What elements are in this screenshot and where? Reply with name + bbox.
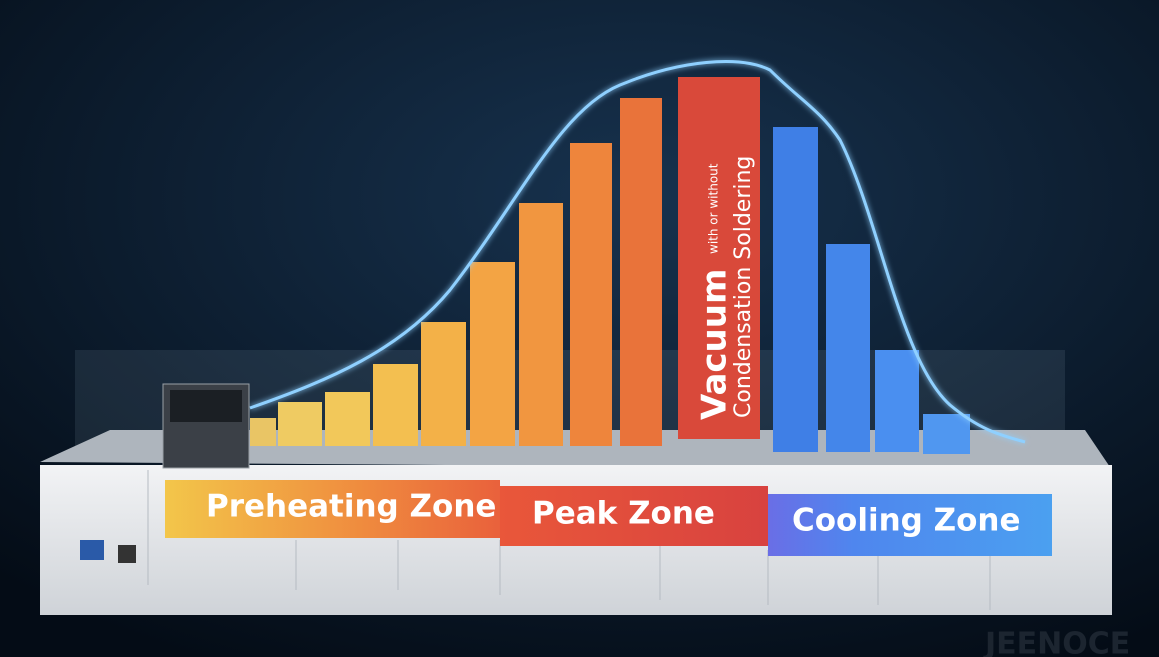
bar: [278, 402, 322, 446]
bar: [923, 414, 970, 454]
bar: [373, 364, 418, 446]
bar: [325, 392, 370, 446]
bar: [620, 98, 662, 446]
zone-label: Peak Zone: [532, 496, 715, 532]
peak-qualifier: with or without: [707, 163, 721, 254]
bar: [570, 143, 612, 446]
peak-label: Vacuum with or without Condensation Sold…: [695, 156, 757, 420]
bar: [826, 244, 870, 452]
watermark: JEENOCE: [983, 627, 1130, 657]
bar: [678, 77, 760, 439]
zone-banner: [768, 494, 1052, 556]
zone-banner: [165, 480, 500, 538]
zone-label: Cooling Zone: [792, 503, 1021, 539]
bar: [250, 418, 276, 446]
bar: [773, 127, 818, 452]
profile-curve: [249, 60, 1026, 444]
peak-subtitle: Condensation Soldering: [731, 156, 756, 418]
bar: [519, 203, 563, 446]
peak-title: Vacuum: [695, 269, 735, 420]
logo-plate: [80, 540, 104, 560]
bars: [250, 77, 970, 454]
screen-display: [170, 390, 242, 422]
socket: [118, 545, 136, 563]
bar: [421, 322, 466, 446]
zone-label: Preheating Zone: [206, 489, 496, 525]
bar: [875, 350, 919, 452]
bar: [470, 262, 515, 446]
zone-banner: [500, 486, 768, 546]
